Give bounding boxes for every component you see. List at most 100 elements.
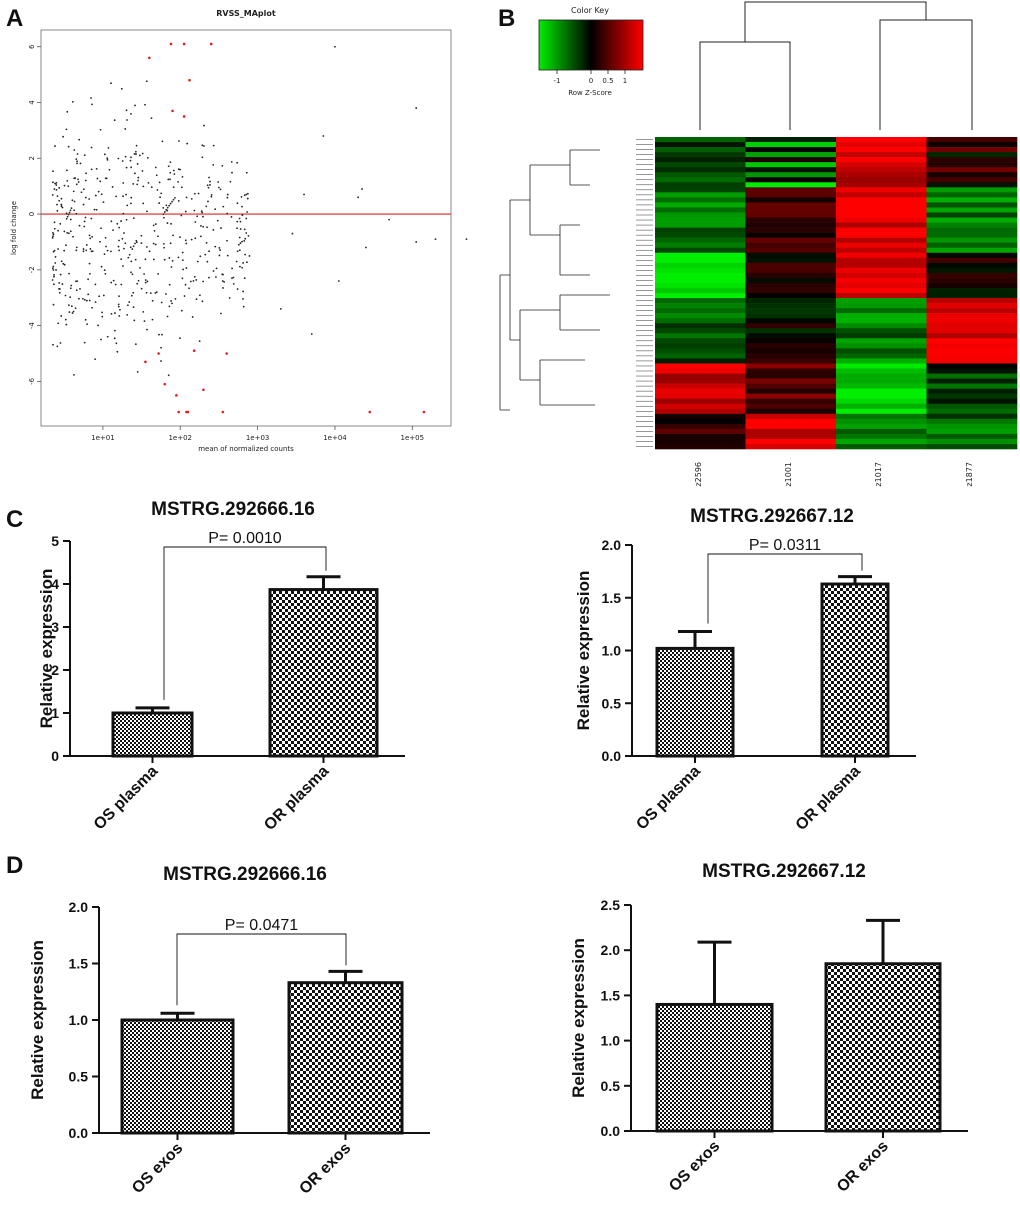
y-tick-label: 0.0: [601, 1123, 621, 1139]
y-tick-label: 0.5: [602, 695, 622, 711]
ma-point: [163, 211, 166, 213]
ma-point: [75, 212, 78, 215]
ma-point: [152, 224, 155, 227]
y-tick-label: 1.0: [601, 1033, 621, 1049]
heatmap-cell: [836, 323, 927, 329]
color-key-xlabel: Row Z-Score: [568, 89, 612, 97]
ma-point: [79, 162, 82, 165]
heatmap-cell: [655, 262, 746, 269]
ma-point: [111, 186, 114, 188]
heatmap-cell: [745, 137, 837, 143]
heatmap-cell: [836, 418, 927, 425]
ma-point: [193, 209, 196, 212]
ma-point: [226, 239, 228, 242]
ma-point: [144, 281, 147, 284]
heatmap-cell: [926, 137, 1018, 143]
ma-x-tick-label: 1e+03: [246, 434, 270, 442]
ma-point: [152, 242, 155, 245]
heatmap-cell: [926, 152, 1018, 158]
heatmap-cell: [926, 438, 1018, 445]
ma-point: [200, 225, 202, 227]
ma-point: [123, 232, 125, 234]
bar: [655, 1002, 774, 1133]
ma-point: [70, 305, 73, 308]
ma-point: [180, 214, 183, 217]
ma-point: [137, 176, 140, 179]
ma-point: [52, 303, 55, 306]
heatmap-cell: [745, 227, 837, 233]
heatmap-cell: [836, 197, 927, 203]
ma-point: [242, 290, 244, 293]
ma-point: [128, 253, 131, 256]
ma-point: [228, 297, 231, 299]
heatmap-cell: [836, 433, 927, 440]
ma-sig-point: [221, 410, 225, 414]
heatmap-cell: [926, 192, 1018, 198]
ma-point: [206, 184, 209, 187]
ma-point: [206, 260, 209, 263]
heatmap-cell: [926, 272, 1018, 279]
ma-point: [154, 166, 157, 169]
ma-point: [146, 157, 149, 159]
panel-letter-d: D: [6, 852, 23, 879]
ma-point: [53, 221, 56, 224]
ma-point: [248, 255, 251, 257]
heatmap-cell: [655, 162, 746, 168]
heatmap-cell: [745, 423, 837, 430]
ma-point: [52, 233, 55, 236]
heatmap-cell: [926, 303, 1018, 309]
ma-point: [198, 294, 201, 297]
heatmap-cell: [926, 353, 1018, 359]
ma-point: [75, 280, 77, 283]
ma-point: [160, 192, 163, 195]
ma-point: [191, 316, 194, 318]
ma-point: [212, 164, 215, 166]
ma-point: [103, 269, 106, 272]
ma-point: [160, 360, 162, 362]
heatmap-cell: [926, 313, 1018, 319]
heatmap-cell: [745, 328, 837, 334]
ma-point: [198, 340, 201, 343]
ma-point: [125, 109, 128, 112]
ma-point: [174, 297, 177, 300]
ma-point: [81, 297, 84, 300]
ma-point: [55, 269, 57, 271]
ma-point: [132, 291, 135, 294]
heatmap-cell: [745, 197, 837, 203]
ma-point: [131, 248, 134, 250]
ma-point: [185, 196, 188, 199]
ma-point: [193, 275, 196, 278]
ma-point: [116, 350, 119, 353]
heatmap-cell: [655, 293, 746, 299]
ma-point: [226, 196, 229, 199]
heatmap-cell: [926, 343, 1018, 349]
ma-point: [58, 282, 61, 284]
heatmap-cell: [745, 338, 837, 344]
ma-sig-point: [422, 410, 426, 414]
heatmap-cell: [745, 152, 837, 158]
heatmap-cell: [926, 393, 1018, 399]
ma-point: [118, 239, 120, 242]
ma-sig-point: [169, 42, 173, 46]
ma-point: [235, 260, 238, 263]
ma-sig-point: [192, 349, 196, 353]
ma-point: [133, 153, 136, 155]
ma-sig-point: [144, 360, 147, 364]
ma-sig-point: [163, 382, 167, 386]
heatmap-cell: [745, 398, 837, 405]
bar: [824, 962, 942, 1133]
ma-point: [76, 162, 78, 165]
heatmap-cell: [836, 303, 927, 309]
ma-point: [196, 260, 199, 263]
ma-point: [124, 242, 127, 245]
ma-point: [73, 200, 76, 203]
ma-point: [75, 289, 78, 292]
ma-point: [185, 242, 188, 245]
heatmap-cell: [745, 408, 837, 415]
bar: [268, 588, 379, 758]
ma-point: [194, 237, 197, 240]
ma-point: [124, 128, 127, 130]
ma-point: [63, 184, 66, 187]
ma-point: [99, 240, 101, 243]
ma-point: [98, 295, 101, 298]
